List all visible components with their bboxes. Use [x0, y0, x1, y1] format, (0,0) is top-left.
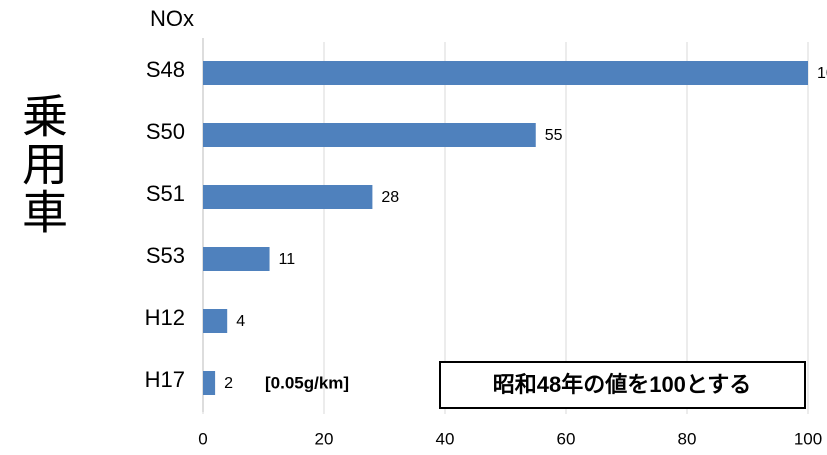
y-tick-label: S51 — [146, 181, 185, 206]
y-tick-label: S48 — [146, 57, 185, 82]
value-label: 28 — [381, 189, 399, 206]
bar — [203, 247, 270, 271]
bar — [203, 309, 228, 333]
note-box — [439, 361, 806, 409]
y-tick-label: S50 — [146, 119, 185, 144]
side-label: 乗用車 — [16, 92, 68, 236]
unit-annotation: [0.05g/km] — [265, 373, 349, 392]
bar — [203, 185, 373, 209]
bar — [203, 123, 536, 147]
x-tick-label: 100 — [794, 429, 822, 448]
value-label: 100 — [817, 65, 827, 82]
note-annotation: 昭和48年の値を100とする — [493, 372, 752, 397]
y-tick-label: S53 — [146, 243, 185, 268]
bar — [203, 371, 216, 395]
value-label: 4 — [236, 313, 245, 330]
value-label: 11 — [279, 251, 296, 268]
bar — [203, 61, 808, 85]
x-tick-label: 40 — [436, 429, 455, 448]
x-tick-label: 20 — [315, 429, 334, 448]
y-axis-label: NOx — [150, 6, 194, 31]
value-label: 55 — [545, 127, 563, 144]
x-tick-label: 60 — [557, 429, 576, 448]
x-tick-label: 80 — [678, 429, 697, 448]
y-tick-label: H12 — [145, 305, 185, 330]
value-label: 2 — [224, 375, 233, 392]
x-tick-label: 0 — [198, 429, 207, 448]
y-tick-label: H17 — [145, 367, 185, 392]
